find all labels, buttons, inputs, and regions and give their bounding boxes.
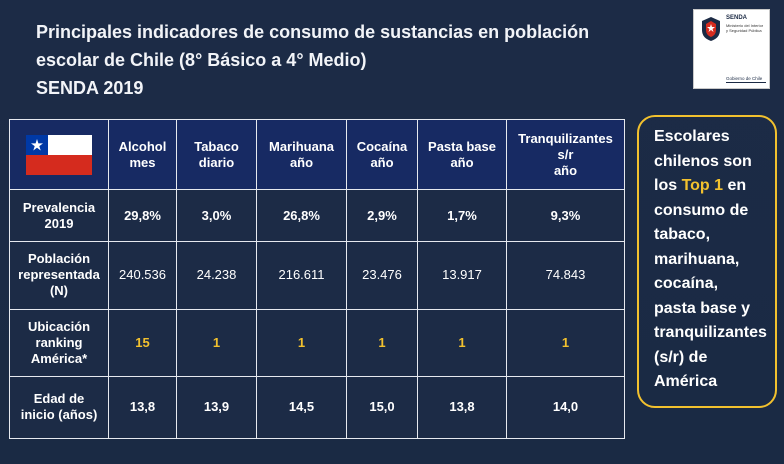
column-header-alcohol: Alcohol mes — [108, 118, 177, 191]
table-cell: 74.843 — [506, 241, 625, 310]
callout-line: tabaco, — [654, 226, 711, 243]
table-cell: 1 — [506, 308, 625, 377]
table-cell: 14,0 — [506, 375, 625, 440]
callout-line: Escolares — [654, 128, 730, 145]
logo-subtitle: Ministerio del Interior y Seguridad Públ… — [726, 23, 768, 33]
column-header-tabaco: Tabaco diario — [176, 118, 257, 191]
table-cell: 240.536 — [108, 241, 177, 310]
table-cell: 14,5 — [256, 375, 347, 440]
table-cell: 2,9% — [346, 189, 418, 243]
table-cell: 13,9 — [176, 375, 257, 440]
callout-highlight: Top 1 — [681, 177, 724, 194]
chile-flag-icon — [26, 134, 92, 175]
table-cell: 13.917 — [417, 241, 507, 310]
logo-subtitle-line-2: y Seguridad Pública — [726, 28, 762, 33]
logo-divider — [726, 82, 766, 83]
table-cell: 15 — [108, 308, 177, 377]
table-cell: 23.476 — [346, 241, 418, 310]
table-cell: 1 — [256, 308, 347, 377]
row-label-poblacion: Población representada (N) — [9, 241, 109, 310]
logo-footer: Gobierno de Chile — [726, 76, 763, 81]
table-cell: 24.238 — [176, 241, 257, 310]
table-cell: 216.611 — [256, 241, 347, 310]
table-cell: 13,8 — [417, 375, 507, 440]
table-row: Población representada (N) 240.536 24.238 … — [9, 241, 625, 310]
callout-box: Escolares chilenos son los Top 1 en cons… — [637, 115, 777, 408]
table-cell: 1 — [417, 308, 507, 377]
row-label-edad-inicio: Edad de inicio (años) — [9, 375, 109, 440]
column-header-tranquilizantes: Tranquilizantes s/r año — [506, 118, 625, 191]
coat-of-arms-icon — [702, 17, 720, 41]
callout-line: tranquilizantes — [654, 324, 767, 341]
column-header-cocaina: Cocaína año — [346, 118, 418, 191]
table-cell: 1,7% — [417, 189, 507, 243]
table-cell: 13,8 — [108, 375, 177, 440]
row-label-prevalencia: Prevalencia 2019 — [9, 189, 109, 243]
table-row: Ubicación ranking América* 15 1 1 1 1 1 — [9, 308, 625, 377]
callout-line: América — [654, 373, 718, 390]
callout-line: pasta base y — [654, 299, 751, 317]
logo-name: SENDA — [726, 15, 748, 21]
senda-logo: SENDA Ministerio del Interior y Segurida… — [693, 9, 770, 89]
table-cell: 26,8% — [256, 189, 347, 243]
table-header-row: Alcohol mes Tabaco diario Marihuana año Coc… — [9, 118, 625, 191]
table-row: Prevalencia 2019 29,8% 3,0% 26,8% 2,9% 1,… — [9, 189, 625, 243]
column-header-pasta-base: Pasta base año — [417, 118, 507, 191]
flag-cell — [9, 118, 109, 191]
title-line-3: SENDA 2019 — [36, 78, 144, 98]
table-cell: 9,3% — [506, 189, 625, 243]
logo-subtitle-line-1: Ministerio del Interior — [726, 23, 764, 28]
table-cell: 15,0 — [346, 375, 418, 440]
slide-title: Principales indicadores de consumo de su… — [36, 18, 656, 102]
callout-line: chilenos son — [654, 152, 752, 170]
callout-line: los Top 1 en — [654, 177, 747, 194]
callout-line: consumo de — [654, 201, 749, 219]
table-cell: 29,8% — [108, 189, 177, 243]
table-cell: 1 — [346, 308, 418, 377]
callout-line: marihuana, — [654, 250, 740, 268]
callout-line: (s/r) de — [654, 348, 708, 366]
table-cell: 1 — [176, 308, 257, 377]
column-header-marihuana: Marihuana año — [256, 118, 347, 191]
callout-line: cocaína, — [654, 275, 719, 292]
row-label-ranking: Ubicación ranking América* — [9, 308, 109, 377]
title-line-2: escolar de Chile (8° Básico a 4° Medio) — [36, 50, 367, 70]
indicators-table: Alcohol mes Tabaco diario Marihuana año Coc… — [9, 118, 625, 440]
title-line-1: Principales indicadores de consumo de su… — [36, 22, 590, 42]
table-cell: 3,0% — [176, 189, 257, 243]
table-row: Edad de inicio (años) 13,8 13,9 14,5 15,0… — [9, 375, 625, 440]
